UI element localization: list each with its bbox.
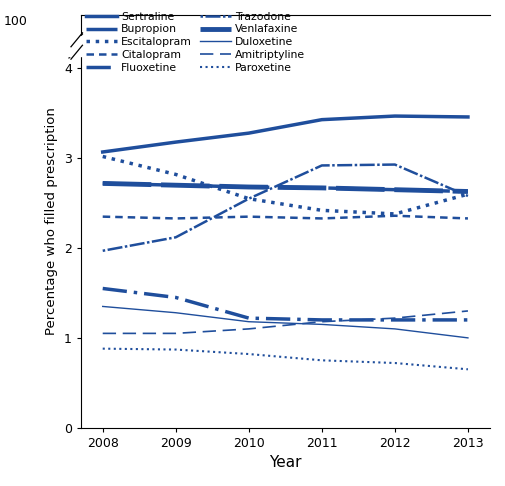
- Bar: [65, 35, 87, 56]
- Legend: Sertraline, Bupropion, Escitalopram, Citalopram, Fluoxetine, Trazodone, Venlafax: Sertraline, Bupropion, Escitalopram, Cit…: [86, 12, 305, 72]
- X-axis label: Year: Year: [269, 455, 301, 470]
- Y-axis label: Percentage who filled prescription: Percentage who filled prescription: [45, 107, 58, 335]
- Text: 100: 100: [4, 15, 28, 28]
